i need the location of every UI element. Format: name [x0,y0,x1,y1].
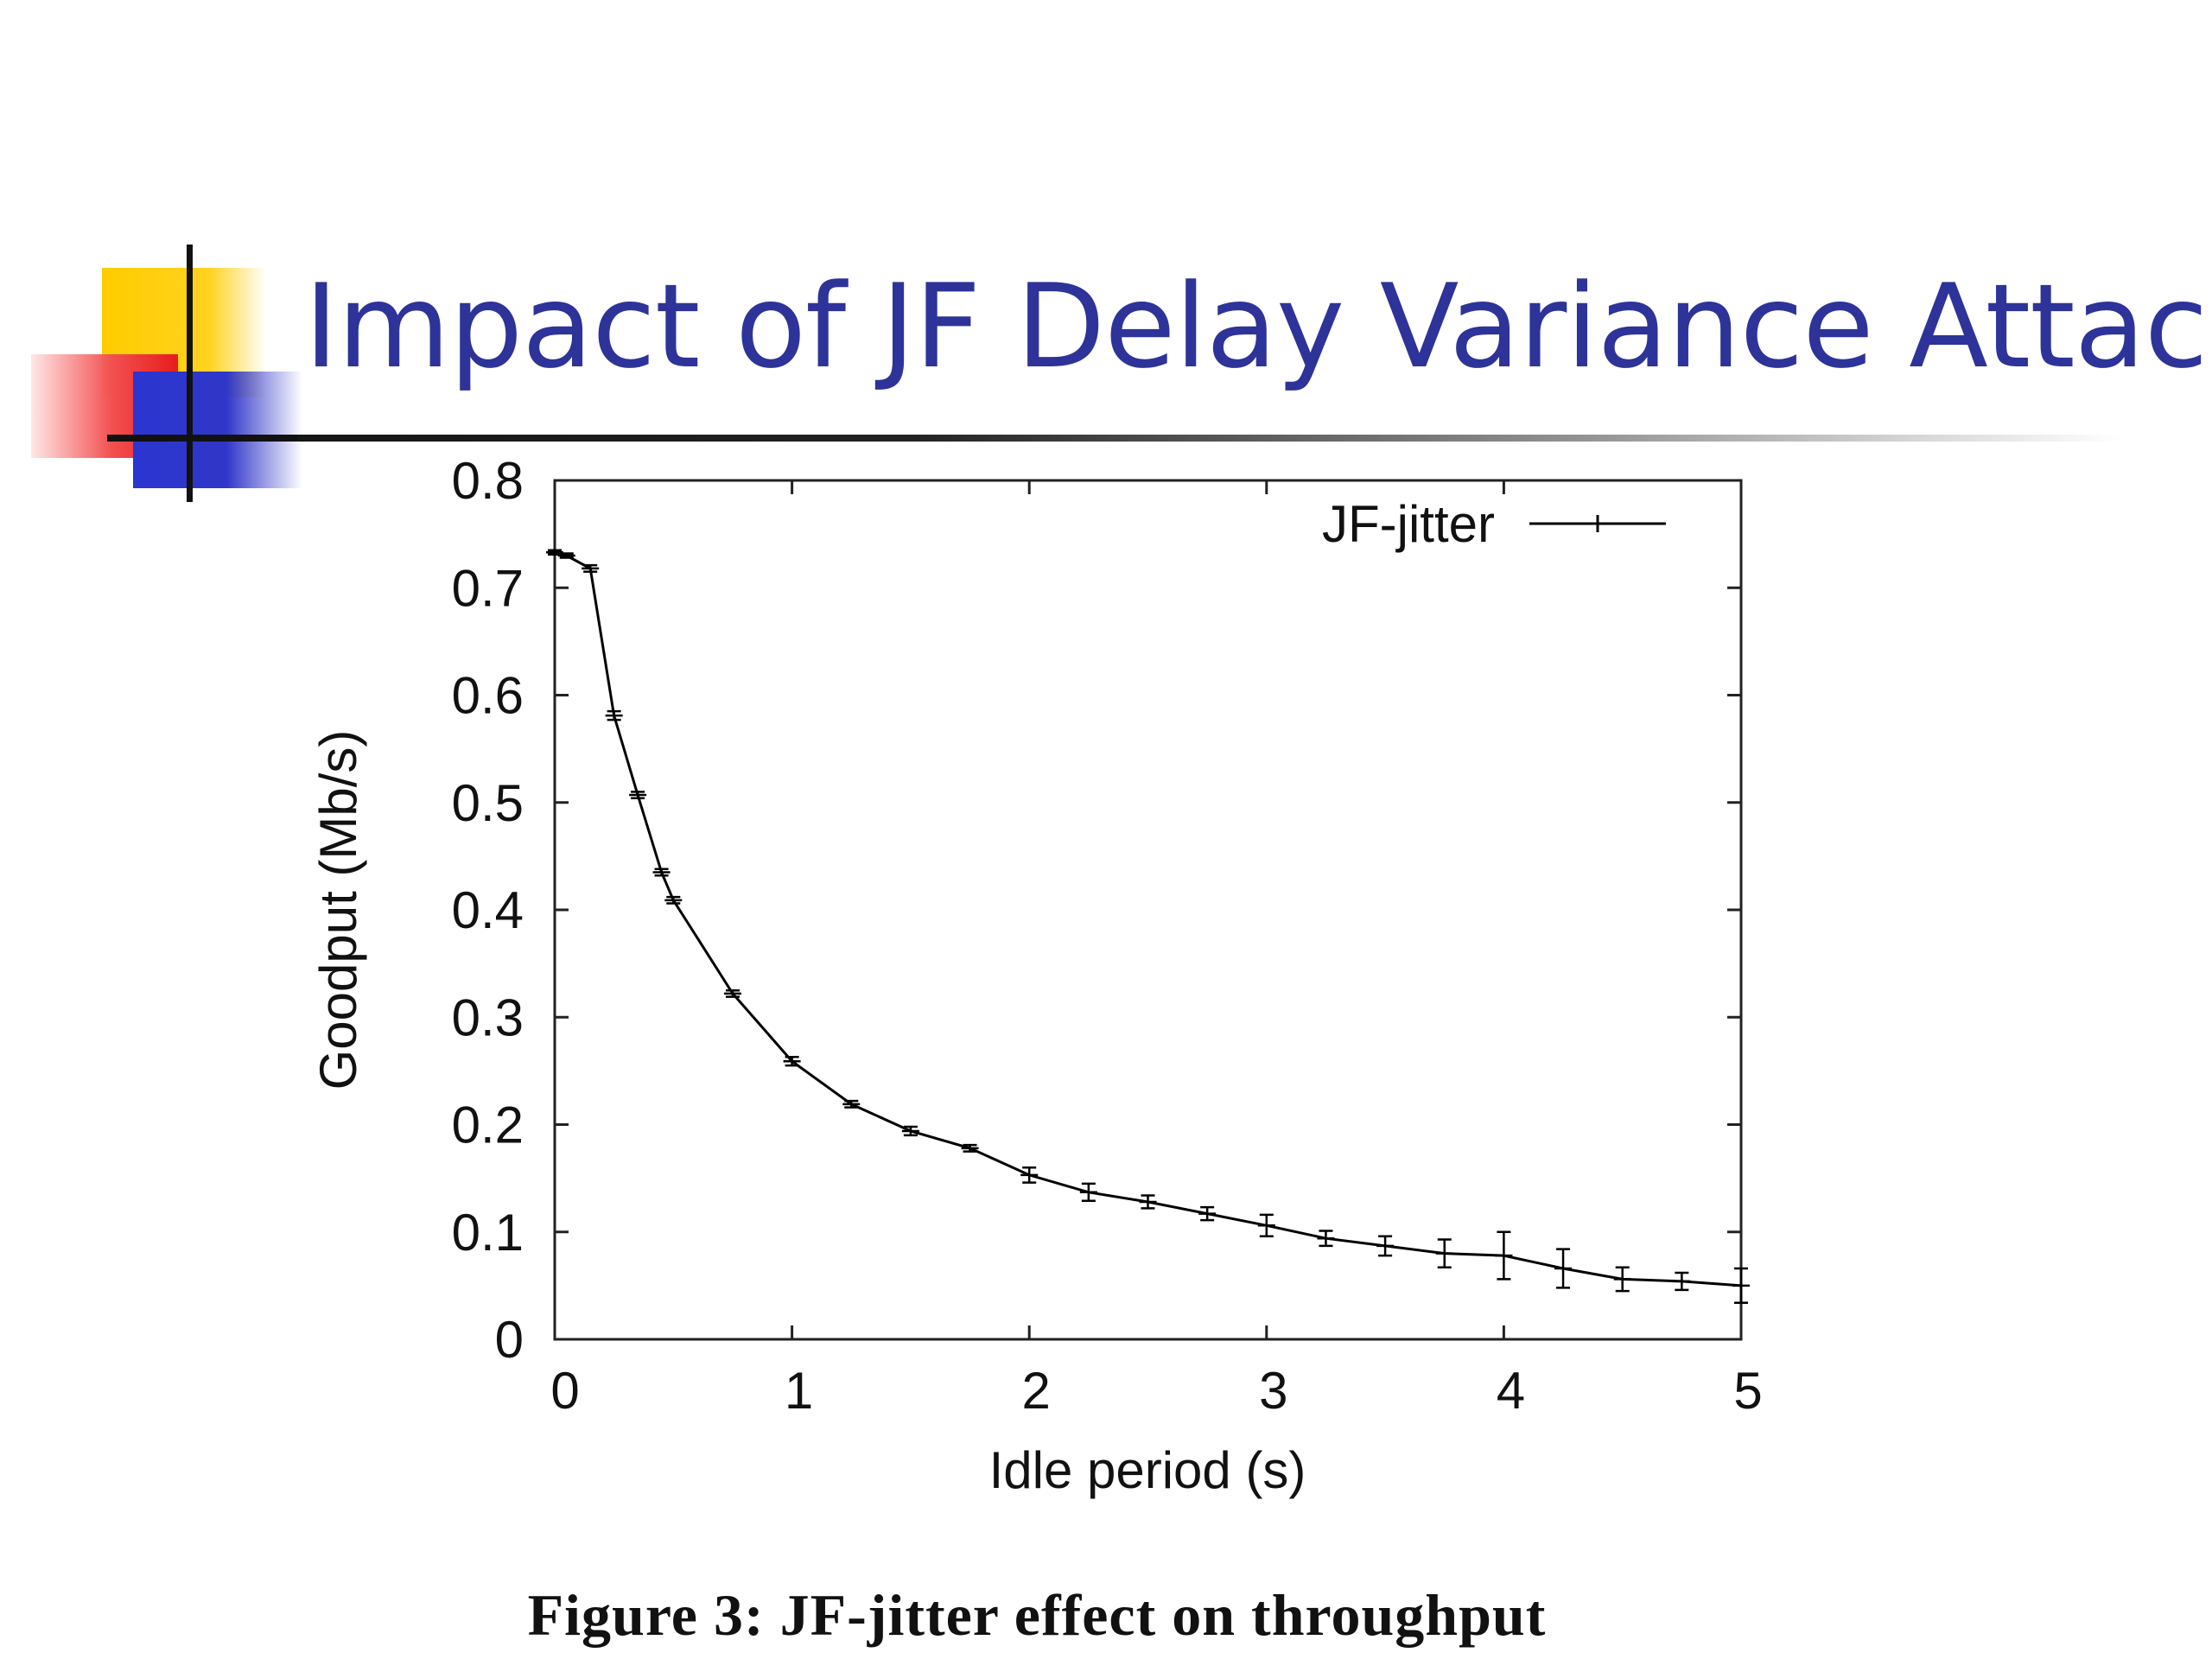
y-tick-label: 0.5 [452,774,524,832]
data-point-errorbar [1613,1266,1631,1293]
y-tick-label: 0.6 [452,667,524,725]
data-point-errorbar [901,1125,919,1137]
data-point-errorbar [546,549,563,556]
decor-horizontal-line [107,435,297,442]
data-point-errorbar [557,552,575,559]
data-point-errorbar [1079,1182,1097,1202]
x-tick-label: 3 [1259,1362,1287,1420]
data-point-errorbar [1198,1205,1217,1222]
data-point-errorbar [652,868,671,877]
data-point-errorbar [961,1143,979,1153]
data-point-errorbar [1732,1267,1750,1305]
data-point-errorbar [1673,1271,1691,1292]
data-point-errorbar [1495,1230,1513,1281]
x-axis-label: Idle period (s) [989,1441,1306,1499]
data-point-errorbar [842,1099,861,1109]
y-tick-label: 0.3 [452,988,524,1046]
y-tick-label: 0.8 [452,452,524,510]
data-point-errorbar [605,709,623,721]
x-tick-label: 2 [1022,1362,1051,1420]
title-underline-rule [107,435,2120,442]
x-tick-label: 5 [1733,1362,1762,1420]
y-tick-label: 0 [495,1311,524,1369]
y-tick-label: 0.4 [452,881,524,939]
decor-blue-square [133,372,302,488]
data-point-errorbar [582,563,600,573]
figure-caption: Figure 3: JF-jitter effect on throughput [527,1582,1547,1648]
series-line-jf-jitter [554,550,1742,1287]
x-tick-label: 4 [1497,1362,1525,1420]
y-tick-label: 0.1 [452,1204,524,1262]
y-tick-label: 0.7 [452,559,524,617]
data-point-errorbar [1435,1238,1453,1268]
x-tick-label: 1 [785,1362,813,1420]
data-point-errorbar [1554,1248,1573,1289]
y-tick-label: 0.2 [452,1096,524,1154]
slide-title: Impact of JF Delay Variance Attack [304,259,2212,394]
y-axis-label: Goodput (Mb/s) [309,730,367,1090]
data-point-errorbar [783,1055,801,1067]
data-point-errorbar [1257,1213,1275,1237]
plot-frame [553,479,1743,1341]
x-tick-label: 0 [550,1362,579,1420]
legend-marker [1589,515,1606,532]
data-point-errorbar [629,791,647,800]
data-point-errorbar [664,895,683,905]
data-point-errorbar [723,988,741,998]
data-point-errorbar [1020,1166,1039,1184]
data-point-errorbar [1139,1194,1157,1210]
legend-label: JF-jitter [1322,495,1495,553]
decor-vertical-line [187,245,193,502]
data-point-errorbar [1317,1230,1335,1248]
data-point-errorbar [1376,1235,1395,1257]
